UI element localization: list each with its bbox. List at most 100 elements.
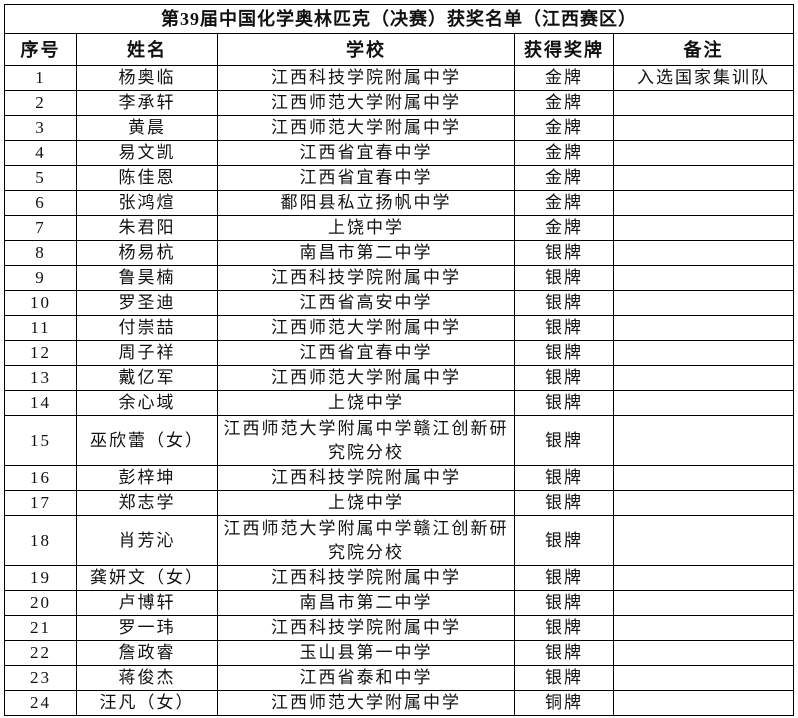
cell-note — [612, 390, 795, 416]
cell-school: 江西科技学院附属中学 — [217, 565, 515, 591]
cell-note — [612, 565, 795, 591]
cell-note — [612, 515, 795, 566]
cell-school: 江西师范大学附属中学 — [217, 90, 515, 116]
cell-medal: 银牌 — [514, 565, 614, 591]
table-row: 20 卢博轩 南昌市第二中学 银牌 — [4, 590, 795, 616]
cell-name: 杨奥临 — [76, 65, 218, 91]
cell-no: 21 — [4, 615, 77, 641]
cell-name: 陈佳恩 — [76, 165, 218, 191]
cell-name: 彭梓坤 — [76, 465, 218, 491]
cell-no: 15 — [4, 415, 77, 466]
table-title: 第39届中国化学奥林匹克（决赛）获奖名单（江西赛区） — [3, 4, 795, 34]
cell-school: 江西师范大学附属中学 — [217, 690, 515, 716]
cell-note — [612, 190, 795, 216]
cell-name: 龚妍文（女） — [76, 565, 218, 591]
table-row: 6 张鸿煊 鄱阳县私立扬帆中学 金牌 — [4, 190, 795, 216]
table-row: 13 戴亿军 江西师范大学附属中学 银牌 — [4, 365, 795, 391]
cell-medal: 铜牌 — [514, 690, 614, 716]
cell-no: 22 — [4, 640, 77, 666]
table-row: 21 罗一玮 江西科技学院附属中学 银牌 — [4, 615, 795, 641]
cell-name: 戴亿军 — [76, 365, 218, 391]
cell-school: 江西科技学院附属中学 — [217, 265, 515, 291]
cell-medal: 银牌 — [514, 640, 614, 666]
cell-note — [612, 465, 795, 491]
cell-note — [612, 365, 795, 391]
cell-note: 入选国家集训队 — [612, 65, 795, 91]
table-row: 11 付崇喆 江西师范大学附属中学 银牌 — [4, 315, 795, 341]
cell-name: 郑志学 — [76, 490, 218, 516]
cell-medal: 金牌 — [514, 90, 614, 116]
cell-name: 李承轩 — [76, 90, 218, 116]
table-row: 19 龚妍文（女） 江西科技学院附属中学 银牌 — [4, 565, 795, 591]
cell-medal: 银牌 — [514, 490, 614, 516]
cell-note — [612, 340, 795, 366]
cell-no: 6 — [4, 190, 77, 216]
cell-name: 詹政睿 — [76, 640, 218, 666]
cell-no: 18 — [4, 515, 77, 566]
cell-note — [612, 590, 795, 616]
cell-name: 张鸿煊 — [76, 190, 218, 216]
cell-no: 16 — [4, 465, 77, 491]
cell-school: 玉山县第一中学 — [217, 640, 515, 666]
cell-name: 余心域 — [76, 390, 218, 416]
cell-school: 江西省泰和中学 — [217, 665, 515, 691]
cell-school: 江西省宜春中学 — [217, 165, 515, 191]
cell-note — [612, 690, 795, 716]
cell-no: 14 — [4, 390, 77, 416]
header-school: 学校 — [217, 33, 515, 66]
cell-school: 江西省高安中学 — [217, 290, 515, 316]
table-row: 9 鲁昊楠 江西科技学院附属中学 银牌 — [4, 265, 795, 291]
cell-no: 17 — [4, 490, 77, 516]
cell-name: 卢博轩 — [76, 590, 218, 616]
header-name: 姓名 — [76, 33, 218, 66]
cell-name: 巫欣蕾（女） — [76, 415, 218, 466]
cell-no: 4 — [4, 140, 77, 166]
cell-name: 付崇喆 — [76, 315, 218, 341]
table-row: 8 杨易杭 南昌市第二中学 银牌 — [4, 240, 795, 266]
cell-school: 江西师范大学附属中学 — [217, 365, 515, 391]
cell-school: 江西师范大学附属中学 — [217, 315, 515, 341]
table-row: 3 黄晨 江西师范大学附属中学 金牌 — [4, 115, 795, 141]
table-row: 24 汪凡（女） 江西师范大学附属中学 铜牌 — [4, 690, 795, 716]
cell-no: 8 — [4, 240, 77, 266]
cell-no: 24 — [4, 690, 77, 716]
cell-note — [612, 240, 795, 266]
cell-medal: 银牌 — [514, 315, 614, 341]
cell-no: 23 — [4, 665, 77, 691]
table-row: 17 郑志学 上饶中学 银牌 — [4, 490, 795, 516]
cell-name: 罗一玮 — [76, 615, 218, 641]
cell-no: 7 — [4, 215, 77, 241]
cell-note — [612, 140, 795, 166]
cell-name: 易文凯 — [76, 140, 218, 166]
table-row: 7 朱君阳 上饶中学 金牌 — [4, 215, 795, 241]
cell-medal: 银牌 — [514, 615, 614, 641]
table-row: 2 李承轩 江西师范大学附属中学 金牌 — [4, 90, 795, 116]
cell-school: 江西科技学院附属中学 — [217, 65, 515, 91]
cell-no: 10 — [4, 290, 77, 316]
cell-medal: 银牌 — [514, 415, 614, 466]
table-row: 12 周子祥 江西省宜春中学 银牌 — [4, 340, 795, 366]
cell-school: 江西师范大学附属中学赣江创新研究院分校 — [217, 415, 515, 466]
cell-medal: 金牌 — [514, 165, 614, 191]
cell-school: 鄱阳县私立扬帆中学 — [217, 190, 515, 216]
cell-medal: 银牌 — [514, 265, 614, 291]
cell-medal: 银牌 — [514, 590, 614, 616]
cell-medal: 银牌 — [514, 340, 614, 366]
cell-note — [612, 415, 795, 466]
table-row: 23 蒋俊杰 江西省泰和中学 银牌 — [4, 665, 795, 691]
table-row: 10 罗圣迪 江西省高安中学 银牌 — [4, 290, 795, 316]
cell-school: 江西省宜春中学 — [217, 140, 515, 166]
cell-school: 上饶中学 — [217, 390, 515, 416]
table-row: 4 易文凯 江西省宜春中学 金牌 — [4, 140, 795, 166]
cell-no: 13 — [4, 365, 77, 391]
cell-school: 江西科技学院附属中学 — [217, 465, 515, 491]
cell-no: 20 — [4, 590, 77, 616]
cell-school: 南昌市第二中学 — [217, 590, 515, 616]
table-row: 14 余心域 上饶中学 银牌 — [4, 390, 795, 416]
cell-school: 南昌市第二中学 — [217, 240, 515, 266]
cell-name: 鲁昊楠 — [76, 265, 218, 291]
cell-note — [612, 640, 795, 666]
table-row: 18 肖芳沁 江西师范大学附属中学赣江创新研究院分校 银牌 — [4, 515, 795, 566]
cell-no: 2 — [4, 90, 77, 116]
header-medal: 获得奖牌 — [514, 33, 614, 66]
